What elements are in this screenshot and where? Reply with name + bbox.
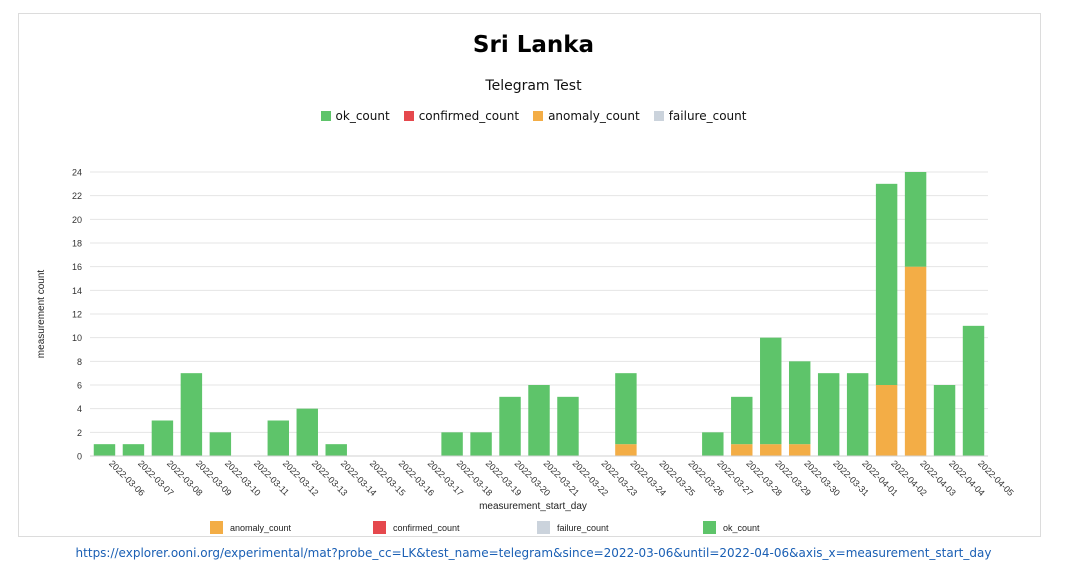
bar-ok-count [615,373,637,445]
bar-ok-count [904,172,927,267]
y-tick-label: 18 [72,239,82,249]
bar-ok-count [788,361,811,445]
legend-bottom-label: anomaly_count [230,523,292,533]
legend-label: failure_count [668,109,747,123]
bar-anomaly-count [731,444,753,456]
bar-ok-count [933,385,956,456]
legend-bottom-swatch-ok-count [703,521,716,534]
y-tick-label: 4 [77,404,82,414]
bar-ok-count [122,444,145,456]
y-tick-label: 10 [72,333,82,343]
legend-swatch [533,111,544,121]
legend-swatch [403,111,414,121]
legend-bottom-swatch-failure-count [537,521,550,534]
source-link[interactable]: https://explorer.ooni.org/experimental/m… [75,546,992,560]
y-tick-label: 22 [72,191,82,201]
bar-ok-count [875,183,898,385]
bar-anomaly-count [760,444,782,456]
bar-chart: 0246810121416182022242022-03-062022-03-0… [36,168,1016,534]
y-tick-label: 6 [77,381,82,391]
bar-ok-count [441,432,463,456]
bar-ok-count [499,396,521,456]
legend-bottom-label: confirmed_count [393,523,460,533]
bar-ok-count [296,408,318,456]
bar-ok-count [962,325,985,456]
y-tick-label: 12 [72,310,82,320]
bar-ok-count [760,337,782,445]
chart-title: Sri Lanka [472,32,595,58]
bar-ok-count [151,420,174,456]
legend-swatch [320,111,331,121]
legend-top: ok_count confirmed_count anomaly_count fail… [0,109,1067,123]
y-axis-title: measurement count [36,270,47,359]
legend-bottom-label: failure_count [557,523,609,533]
bar-ok-count [93,444,116,456]
legend-swatch [653,111,664,121]
y-tick-label: 16 [72,262,82,272]
bar-ok-count [817,373,840,456]
y-tick-label: 8 [77,357,82,367]
legend-item-ok-count[interactable]: ok_count [320,109,390,123]
legend-item-anomaly-count[interactable]: anomaly_count [533,109,640,123]
legend-item-failure-count[interactable]: failure_count [653,109,747,123]
bar-ok-count [267,420,290,456]
bar-anomaly-count [615,444,637,456]
legend-label: ok_count [335,109,390,123]
y-tick-label: 0 [77,452,82,462]
legend-label: anomaly_count [548,109,640,123]
x-axis-title: measurement_start_day [479,501,587,512]
bar-ok-count [846,373,869,456]
bar-ok-count [557,396,579,456]
bar-anomaly-count [788,444,811,456]
bar-ok-count [528,385,550,456]
bar-ok-count [731,396,753,445]
legend-bottom-swatch-anomaly-count [210,521,223,534]
bar-ok-count [325,444,347,456]
bar-anomaly-count [904,266,927,456]
y-tick-label: 24 [72,168,82,178]
legend-bottom-swatch-confirmed-count [373,521,386,534]
y-tick-label: 20 [72,215,82,225]
bar-ok-count [702,432,724,456]
legend-item-confirmed-count[interactable]: confirmed_count [403,109,520,123]
chart-subtitle: Telegram Test [485,78,582,94]
y-tick-label: 2 [77,428,82,438]
bar-anomaly-count [875,385,898,456]
bar-ok-count [209,432,232,456]
bar-ok-count [180,373,203,456]
y-tick-label: 14 [72,286,82,296]
bar-ok-count [470,432,492,456]
legend-bottom-label: ok_count [723,523,760,533]
legend-label: confirmed_count [418,109,520,123]
